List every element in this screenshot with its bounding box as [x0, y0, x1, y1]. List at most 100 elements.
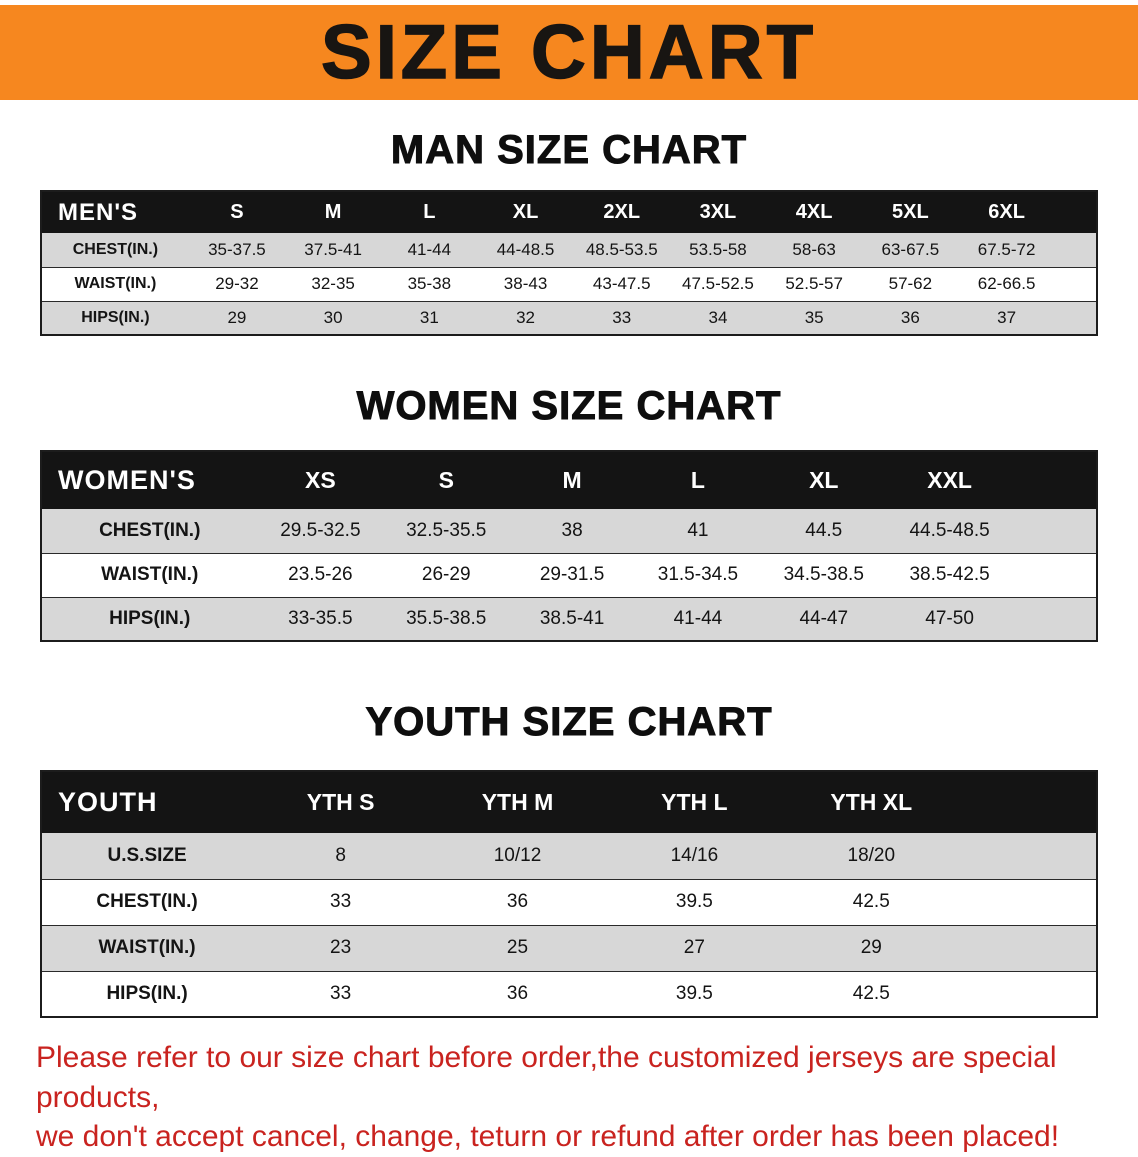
men-header-2xl: 2XL — [573, 191, 670, 233]
women-chest-in-label: CHEST(IN.) — [99, 519, 201, 541]
women-waist-in-value-2: 26-29 — [383, 552, 510, 597]
youth-u-s-size-value-3: 14/16 — [670, 844, 719, 866]
men-row-chest-in: CHEST(IN.) 35-37.5 37.5-41 41-44 44-48.5 48.5… — [41, 233, 1097, 267]
women-chest-in-value-5: 44.5 — [805, 519, 843, 541]
youth-hips-in-value-3: 39.5 — [605, 970, 783, 1017]
women-hips-in-value-1: 33-35.5 — [257, 596, 384, 641]
women-hips-in-value-6: 47-50 — [886, 596, 1013, 641]
youth-row-spacer — [960, 833, 1097, 879]
youth-waist-in-value-1: 23 — [252, 924, 430, 971]
men-chest-in-value-2: 37.5-41 — [304, 239, 362, 259]
men-chest-in-label: CHEST(IN.) — [72, 240, 159, 258]
men-row-hips-in: HIPS(IN.) 29 30 31 32 33 34 35 36 37 — [41, 300, 1097, 335]
youth-header-row: YOUTH YTH S YTH M YTH L YTH XL — [41, 771, 1097, 833]
men-row-waist-in: WAIST(IN.) 29-32 32-35 35-38 38-43 43-47.5 47.… — [41, 266, 1097, 301]
women-waist-in-value-5: 34.5-38.5 — [760, 552, 887, 597]
men-header-spacer — [1054, 191, 1097, 233]
men-waist-in-value-9: 62-66.5 — [958, 266, 1055, 301]
youth-hips-in-value-1: 33 — [252, 970, 430, 1017]
men-waist-in-value-2: 32-35 — [285, 266, 382, 301]
women-chest-in-value-1: 29.5-32.5 — [280, 519, 361, 541]
men-header-5xl: 5XL — [862, 191, 959, 233]
men-header-6xl: 6XL — [958, 191, 1055, 233]
youth-chest-in-label: CHEST(IN.) — [41, 878, 253, 925]
men-waist-in-value-7: 52.5-57 — [766, 266, 863, 301]
women-header-l: L — [635, 451, 761, 509]
men-row-spacer — [1054, 266, 1097, 301]
men-chest-in-value-1: 35-37.5 — [208, 239, 266, 259]
women-header-women-s: WOMEN'S — [41, 451, 258, 509]
women-table: WOMEN'S XS S M L XL XXL CHEST(IN.) 29.5-32.5 32.5… — [40, 450, 1098, 642]
men-heading: MAN SIZE CHART — [390, 128, 748, 173]
women-row-hips-in: HIPS(IN.) 33-35.5 35.5-38.5 38.5-41 41-44 44-… — [41, 596, 1097, 641]
men-waist-in-value-3: 35-38 — [381, 266, 478, 301]
men-header-men-s: MEN'S — [41, 191, 189, 233]
youth-waist-in-value-4: 29 — [782, 924, 960, 971]
youth-u-s-size-value-1: 8 — [335, 844, 346, 866]
youth-header-yth-s: YTH S — [252, 771, 430, 833]
youth-hips-in-label: HIPS(IN.) — [41, 970, 253, 1017]
men-table: MEN'S S M L XL 2XL 3XL 4XL 5XL 6XL CHEST(IN.) 35-37… — [40, 190, 1098, 336]
women-waist-in-label: WAIST(IN.) — [41, 552, 258, 597]
women-section: WOMEN SIZE CHART WOMEN'S XS S M L XL XXL CHEST(I… — [0, 382, 1138, 642]
men-hips-in-value-1: 29 — [188, 300, 286, 335]
women-hips-in-value-2: 35.5-38.5 — [383, 596, 510, 641]
men-chest-in-value-9: 67.5-72 — [977, 239, 1036, 259]
youth-hips-in-value-2: 36 — [429, 970, 606, 1017]
women-header-s: S — [383, 451, 510, 509]
men-chest-in-value-6: 53.5-58 — [689, 239, 747, 259]
men-waist-in-value-6: 47.5-52.5 — [669, 266, 767, 301]
youth-chest-in-value-2: 36 — [429, 878, 606, 925]
men-hips-in-value-5: 33 — [573, 300, 670, 335]
youth-heading: YOUTH SIZE CHART — [365, 700, 773, 745]
men-waist-in-value-1: 29-32 — [188, 266, 286, 301]
women-row-waist-in: WAIST(IN.) 23.5-26 26-29 29-31.5 31.5-34.5 34… — [41, 552, 1097, 597]
youth-row-spacer — [959, 878, 1097, 925]
women-waist-in-value-6: 38.5-42.5 — [886, 552, 1013, 597]
women-chest-in-value-3: 38 — [561, 519, 583, 541]
youth-table: YOUTH YTH S YTH M YTH L YTH XL U.S.SIZE 8 10/12… — [40, 770, 1098, 1018]
men-hips-in-value-7: 35 — [766, 300, 863, 335]
men-waist-in-label: WAIST(IN.) — [41, 266, 189, 301]
youth-row-spacer — [959, 924, 1097, 971]
men-chest-in-value-4: 44-48.5 — [496, 239, 555, 259]
men-hips-in-value-9: 37 — [958, 300, 1055, 335]
size-chart-page: SIZE CHART MAN SIZE CHART MEN'S S M L XL 2XL 3X… — [0, 5, 1138, 1157]
women-waist-in-value-1: 23.5-26 — [257, 552, 384, 597]
men-row-spacer — [1054, 300, 1097, 335]
men-hips-in-value-3: 31 — [381, 300, 478, 335]
men-waist-in-value-4: 38-43 — [477, 266, 574, 301]
youth-section: YOUTH SIZE CHART YOUTH YTH S YTH M YTH L YTH … — [0, 698, 1138, 1018]
women-chest-in-value-6: 44.5-48.5 — [909, 519, 990, 541]
disclaimer-line-2: we don't accept cancel, change, teturn o… — [36, 1120, 1060, 1154]
women-header-row: WOMEN'S XS S M L XL XXL — [41, 451, 1097, 509]
men-hips-in-value-8: 36 — [862, 300, 959, 335]
men-header-m: M — [285, 191, 382, 233]
women-header-xxl: XXL — [886, 451, 1013, 509]
men-waist-in-value-5: 43-47.5 — [573, 266, 670, 301]
youth-row-chest-in: CHEST(IN.) 33 36 39.5 42.5 — [41, 878, 1097, 925]
women-header-xl: XL — [760, 451, 887, 509]
youth-header-yth-m: YTH M — [429, 771, 606, 833]
women-row-chest-in: CHEST(IN.) 29.5-32.5 32.5-35.5 38 41 44.5 44.5… — [41, 509, 1097, 553]
youth-u-s-size-value-4: 18/20 — [847, 844, 896, 866]
men-header-row: MEN'S S M L XL 2XL 3XL 4XL 5XL 6XL — [41, 191, 1097, 233]
men-header-4xl: 4XL — [766, 191, 863, 233]
men-header-l: L — [381, 191, 478, 233]
youth-row-waist-in: WAIST(IN.) 23 25 27 29 — [41, 924, 1097, 971]
youth-hips-in-value-4: 42.5 — [782, 970, 960, 1017]
men-header-3xl: 3XL — [669, 191, 767, 233]
women-hips-in-value-3: 38.5-41 — [509, 596, 635, 641]
youth-waist-in-value-3: 27 — [605, 924, 783, 971]
sections-container: MAN SIZE CHART MEN'S S M L XL 2XL 3XL 4XL 5XL 6XL C… — [0, 126, 1138, 1018]
men-hips-in-value-2: 30 — [285, 300, 382, 335]
women-waist-in-value-3: 29-31.5 — [509, 552, 635, 597]
youth-chest-in-value-1: 33 — [252, 878, 430, 925]
men-chest-in-value-8: 63-67.5 — [881, 239, 940, 259]
women-heading: WOMEN SIZE CHART — [356, 384, 782, 429]
women-chest-in-value-2: 32.5-35.5 — [406, 519, 487, 541]
disclaimer-line-1: Please refer to our size chart before or… — [36, 1041, 1057, 1114]
youth-chest-in-value-4: 42.5 — [782, 878, 960, 925]
men-header-xl: XL — [477, 191, 574, 233]
youth-row-hips-in: HIPS(IN.) 33 36 39.5 42.5 — [41, 970, 1097, 1017]
